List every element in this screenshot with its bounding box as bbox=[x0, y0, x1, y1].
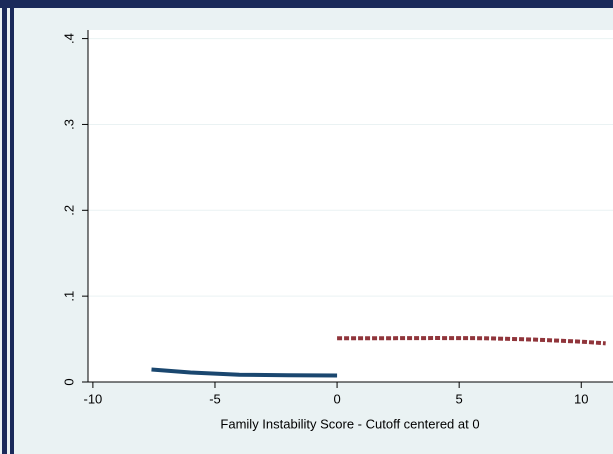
y-tick-label: .3 bbox=[61, 119, 76, 130]
x-tick-label: 0 bbox=[333, 391, 340, 406]
series-line bbox=[151, 367, 338, 378]
y-tick-label: 0 bbox=[61, 378, 76, 385]
x-tick-label: -5 bbox=[209, 391, 221, 406]
y-tick-label: .4 bbox=[61, 33, 76, 44]
x-tick-label: 5 bbox=[456, 391, 463, 406]
left-border bbox=[2, 0, 7, 454]
y-tick-label: .2 bbox=[61, 205, 76, 216]
left-border bbox=[10, 0, 14, 454]
top-band bbox=[0, 0, 613, 8]
x-tick-label: -10 bbox=[83, 391, 102, 406]
y-tick-label: .1 bbox=[61, 291, 76, 302]
x-tick-label: 10 bbox=[574, 391, 588, 406]
plot-area bbox=[88, 30, 613, 382]
x-axis-label: Family Instability Score - Cutoff center… bbox=[220, 416, 479, 431]
